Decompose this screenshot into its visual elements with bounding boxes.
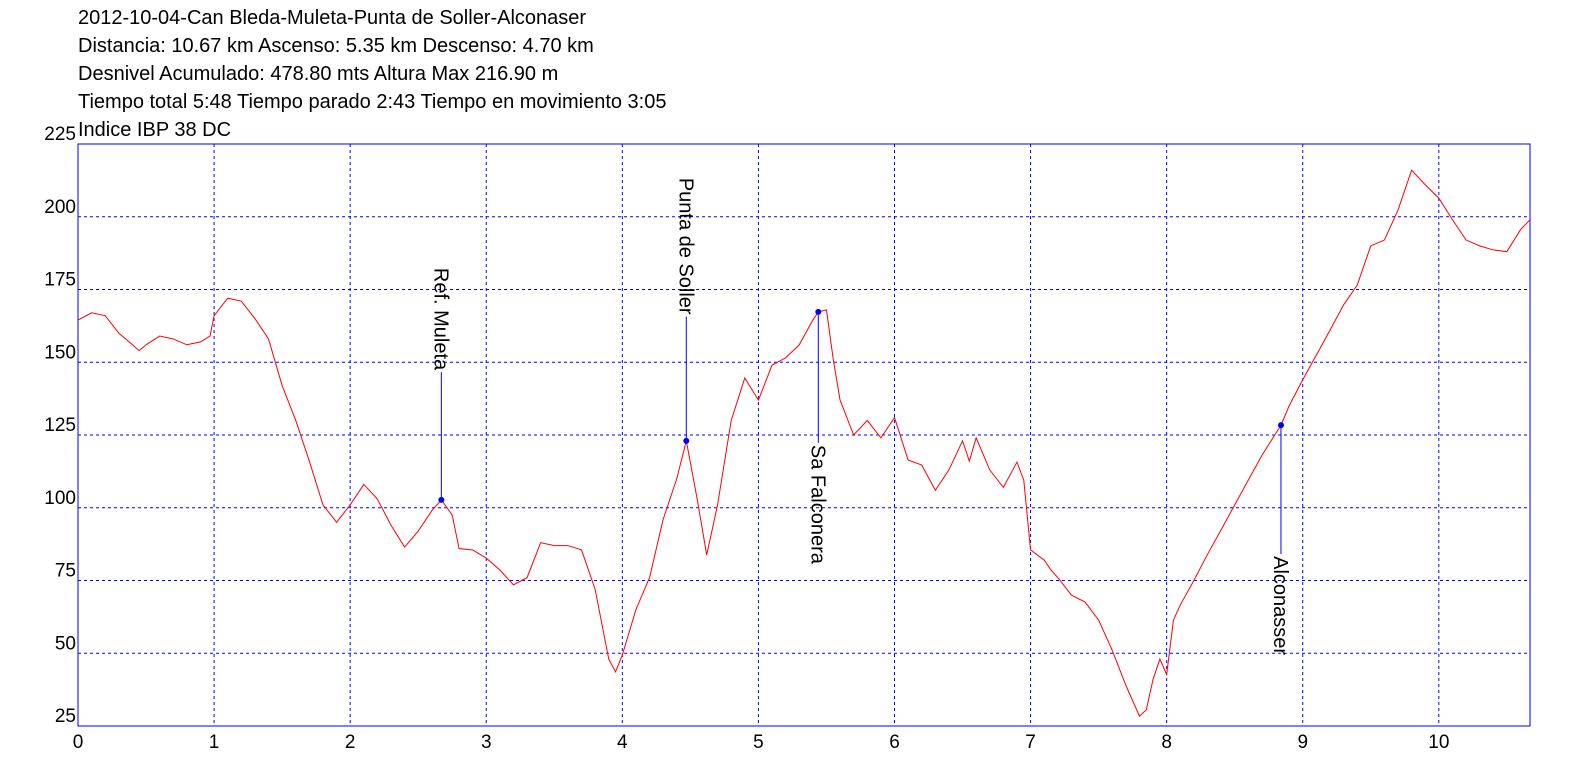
elevation-line	[77, 169, 1531, 717]
y-tick-label: 125	[44, 415, 76, 436]
waypoint-label: Ref. Muleta	[429, 268, 451, 371]
waypoint-marker	[1277, 422, 1284, 429]
waypoint-label: Sa Falconera	[806, 445, 828, 565]
x-tick-label: 6	[889, 732, 900, 753]
waypoint-marker	[815, 308, 822, 315]
x-tick-label: 1	[209, 732, 220, 753]
x-tick-label: 10	[1428, 732, 1449, 753]
x-tick-label: 3	[481, 732, 492, 753]
chart-title: 2012-10-04-Can Bleda-Muleta-Punta de Sol…	[78, 7, 586, 29]
y-tick-label: 75	[55, 561, 76, 582]
waypoint-label: Alconasser	[1269, 556, 1291, 655]
subtitle: Tiempo total 5:48 Tiempo parado 2:43 Tie…	[78, 91, 667, 113]
y-tick-label: 25	[55, 706, 76, 727]
x-tick-label: 7	[1025, 732, 1036, 753]
x-tick-label: 9	[1297, 732, 1308, 753]
y-tick-label: 225	[44, 124, 76, 145]
y-tick-label: 200	[44, 197, 76, 218]
y-tick-label: 100	[44, 488, 76, 509]
waypoint-marker	[438, 496, 445, 503]
subtitle: Distancia: 10.67 km Ascenso: 5.35 km Des…	[78, 35, 594, 57]
waypoint-label: Punta de Soller	[674, 178, 696, 315]
waypoint-marker	[683, 437, 690, 444]
y-tick-label: 50	[55, 633, 76, 654]
x-tick-label: 0	[73, 732, 84, 753]
subtitle: Indice IBP 38 DC	[78, 119, 231, 141]
x-tick-label: 2	[345, 732, 356, 753]
plot-frame	[77, 143, 1531, 727]
y-tick-label: 175	[44, 270, 76, 291]
x-tick-label: 5	[753, 732, 764, 753]
subtitle: Desnivel Acumulado: 478.80 mts Altura Ma…	[78, 63, 558, 85]
x-tick-label: 4	[617, 732, 628, 753]
y-tick-label: 150	[44, 342, 76, 363]
x-tick-label: 8	[1161, 732, 1172, 753]
